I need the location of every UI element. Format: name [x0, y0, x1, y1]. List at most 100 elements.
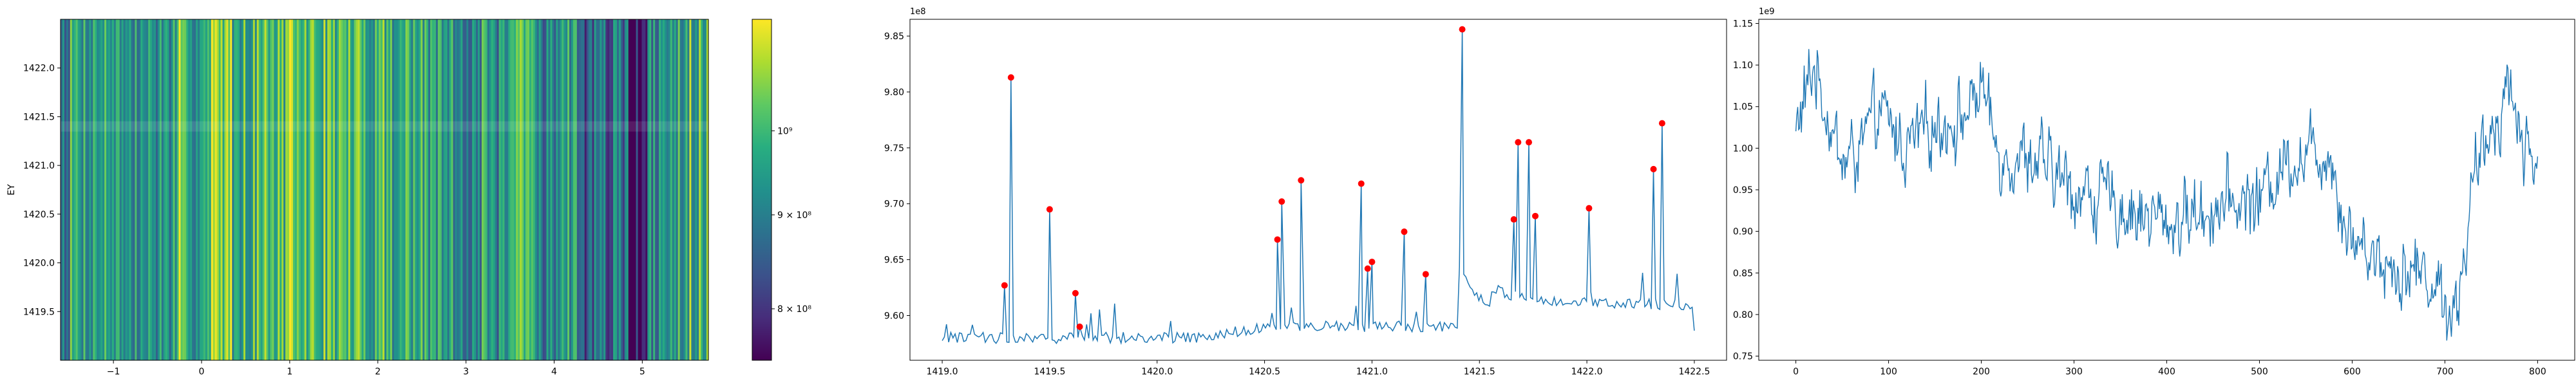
peaks-x-tick-label: 1421.0: [1356, 367, 1388, 377]
heatmap-column: [211, 19, 214, 360]
heatmap-column: [310, 19, 313, 360]
heatmap-column: [615, 19, 618, 360]
heatmap-column: [571, 19, 574, 360]
heatmap-column: [460, 19, 463, 360]
heatmap-column: [392, 19, 395, 360]
heatmap-column: [643, 19, 646, 360]
heatmap-column: [670, 19, 673, 360]
heatmap-column: [464, 19, 467, 360]
heatmap-column: [483, 19, 486, 360]
heatmap-column: [683, 19, 687, 360]
heatmap-column: [369, 19, 372, 360]
heatmap-column: [705, 19, 707, 360]
heatmap-column: [150, 19, 153, 360]
heatmap-column: [205, 19, 208, 360]
heatmap-column: [580, 19, 583, 360]
heatmap-column: [457, 19, 459, 360]
heatmap-column: [373, 19, 375, 360]
peak-marker: [1459, 26, 1466, 33]
heatmap-frame: [60, 19, 709, 361]
heatmap-column: [594, 19, 597, 360]
heatmap-column: [377, 19, 379, 360]
heatmap-column: [348, 19, 351, 360]
heatmap-column: [346, 19, 349, 360]
heatmap-column: [706, 19, 709, 360]
heatmap-column: [390, 19, 393, 360]
peaks-plot-frame: [909, 19, 1727, 361]
heatmap-column: [695, 19, 697, 360]
heatmap-column: [491, 19, 494, 360]
heatmap-column: [228, 19, 231, 360]
heatmap-column: [238, 19, 240, 360]
heatmap-column: [578, 19, 582, 360]
heatmap-column: [616, 19, 620, 360]
peaks-y-tick-label: 9.70: [884, 199, 904, 210]
peaks-x-ticks: 1419.0 1419.5 1420.0 1420.5 1421.0 1421.5 1422…: [927, 360, 1710, 377]
heatmap-column: [173, 19, 176, 360]
heatmap-column: [525, 19, 528, 360]
heatmap-column: [510, 19, 513, 360]
peaks-x-tick-label: 1419.0: [927, 367, 958, 377]
heatmap-column: [314, 19, 317, 360]
heatmap-column: [75, 19, 79, 360]
heatmap-column: [681, 19, 685, 360]
heatmap-column: [415, 19, 417, 360]
heatmap-column: [481, 19, 484, 360]
peak-marker: [1526, 139, 1533, 146]
heatmap-column: [657, 19, 659, 360]
heatmap-column: [598, 19, 600, 360]
peak-marker: [1046, 206, 1053, 213]
heatmap-column: [234, 19, 236, 360]
heatmap-column: [312, 19, 315, 360]
heatmap-column: [140, 19, 143, 360]
heatmap-column: [184, 19, 187, 360]
heatmap-column: [383, 19, 385, 360]
heatmap-column: [224, 19, 227, 360]
heatmap-column: [159, 19, 162, 360]
peak-marker: [1364, 265, 1371, 272]
peaks-x-tick-label: 1420.5: [1249, 367, 1280, 377]
heatmap-column: [178, 19, 182, 360]
heatmap-column: [647, 19, 650, 360]
heatmap-y-tick-label: 1419.5: [23, 307, 55, 317]
heatmap-column: [379, 19, 381, 360]
heatmap-column: [395, 19, 399, 360]
heatmap-column: [361, 19, 365, 360]
heatmap-column: [590, 19, 593, 360]
heatmap-column: [350, 19, 353, 360]
heatmap-column: [354, 19, 357, 360]
heatmap-column: [138, 19, 141, 360]
peaks-y-tick-label: 9.85: [884, 32, 904, 42]
heatmap-column: [91, 19, 93, 360]
heatmap-y-tick-label: 1420.0: [23, 259, 55, 269]
heatmap-column: [296, 19, 299, 360]
heatmap-column: [190, 19, 193, 360]
timeseries-y-tick-label: 0.75: [1733, 352, 1753, 362]
heatmap-column: [266, 19, 269, 360]
timeseries-x-tick-label: 0: [1793, 367, 1799, 377]
heatmap-column: [701, 19, 703, 360]
heatmap-column: [268, 19, 271, 360]
heatmap-column: [508, 19, 511, 360]
heatmap-column: [121, 19, 124, 360]
heatmap-column: [433, 19, 437, 360]
heatmap-column: [666, 19, 669, 360]
heatmap-column: [439, 19, 442, 360]
heatmap-column: [466, 19, 469, 360]
heatmap-column: [264, 19, 267, 360]
heatmap-column: [506, 19, 509, 360]
heatmap-column: [421, 19, 423, 360]
heatmap-column: [66, 19, 69, 360]
heatmap-column: [317, 19, 320, 360]
heatmap-column: [199, 19, 202, 360]
heatmap-column: [674, 19, 677, 360]
heatmap-column: [661, 19, 663, 360]
heatmap-column: [655, 19, 658, 360]
peaks-x-tick-label: 1420.0: [1141, 367, 1173, 377]
heatmap-column: [157, 19, 160, 360]
heatmap-column: [455, 19, 458, 360]
heatmap-column: [272, 19, 274, 360]
heatmap-column: [329, 19, 332, 360]
heatmap-column: [453, 19, 456, 360]
heatmap-column: [325, 19, 328, 360]
